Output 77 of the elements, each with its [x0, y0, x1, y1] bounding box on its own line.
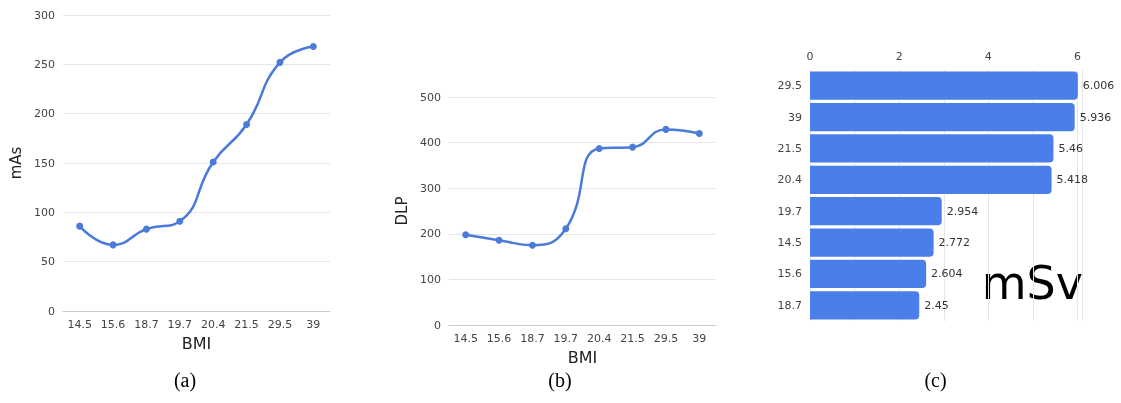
y-tick-label: 21.5: [777, 141, 802, 155]
data-label: 5.418: [1056, 173, 1089, 187]
point: [276, 58, 284, 66]
x-tick-label: 18.7: [134, 318, 159, 331]
y-tick-label: 0: [48, 304, 55, 318]
data-label: 5.46: [1058, 141, 1083, 155]
point: [176, 217, 184, 225]
y-tick-label: 19.7: [777, 204, 802, 218]
bar: [810, 259, 927, 289]
y-tick-label: 300: [34, 8, 55, 22]
x-tick-label: 19.7: [553, 332, 579, 345]
point: [462, 231, 470, 239]
data-label: 2.772: [938, 236, 971, 250]
y-tick-label: 400: [420, 136, 441, 150]
x-tick-label: 20.4: [200, 318, 226, 331]
text: (c): [924, 369, 947, 392]
y-tick-label: 14.5: [777, 236, 802, 250]
y-tick-label: 100: [34, 205, 55, 219]
point: [142, 225, 150, 233]
x-tick-label: 21.5: [234, 318, 259, 331]
bar: [810, 197, 942, 226]
y-tick-label: 18.7: [777, 298, 802, 312]
bar: [810, 102, 1075, 132]
point: [695, 129, 703, 137]
point: [595, 145, 603, 153]
y-tick-label: 50: [41, 255, 55, 269]
y-tick-label: 300: [420, 181, 441, 195]
y-tick-label: 200: [34, 107, 55, 121]
x-tick-label: 29.5: [653, 332, 679, 345]
x-tick-label: 39: [306, 318, 321, 331]
y-tick-label: 39: [788, 110, 802, 124]
x-tick-label: 18.7: [520, 332, 545, 345]
bar: [810, 71, 1078, 100]
y-tick-label: 15.6: [777, 267, 802, 281]
x-tick-label: 14.5: [67, 318, 92, 331]
y-tick-label: 250: [34, 57, 55, 71]
x-axis-title: BMI: [181, 333, 212, 353]
x-axis-title: BMI: [567, 347, 598, 367]
y-tick-label: 500: [420, 90, 441, 104]
point: [243, 121, 251, 129]
y-tick-label: 150: [34, 156, 55, 170]
x-tick-label: 0: [806, 50, 814, 63]
y-tick-label: 29.5: [777, 79, 802, 93]
y-tick-label: 100: [420, 272, 441, 286]
y-axis-title: mAs: [6, 146, 25, 180]
data-label: 5.936: [1079, 110, 1112, 124]
data-label: 6.006: [1082, 79, 1115, 93]
x-tick-label: 4: [984, 50, 992, 63]
x-tick-label: 15.6: [100, 318, 126, 331]
x-tick-label: 39: [692, 332, 707, 345]
point: [562, 225, 570, 233]
x-tick-label: 20.4: [586, 332, 612, 345]
text: (a): [173, 369, 197, 392]
x-tick-label: 15.6: [486, 332, 512, 345]
x-tick-label: 21.5: [620, 332, 645, 345]
y-tick-label: 20.4: [777, 173, 802, 187]
point: [76, 222, 84, 230]
point: [309, 43, 317, 51]
bar: [810, 291, 920, 320]
bar: [810, 134, 1054, 163]
bar: [810, 228, 934, 257]
bar: [810, 165, 1052, 194]
x-tick-label: 29.5: [267, 318, 293, 331]
x-tick-label: 14.5: [453, 332, 478, 345]
x-tick-label: 2: [895, 50, 903, 63]
point: [629, 143, 637, 151]
data-label: 2.604: [931, 267, 963, 281]
data-label: 2.954: [946, 204, 979, 218]
point: [495, 236, 503, 244]
y-tick-label: 200: [420, 227, 441, 241]
x-tick-label: 6: [1074, 50, 1082, 63]
x-tick-label: 19.7: [167, 318, 193, 331]
text: (b): [548, 369, 572, 392]
data-label: 2.45: [924, 298, 949, 312]
y-axis-title: DLP: [392, 196, 411, 226]
point: [662, 125, 670, 133]
point: [528, 241, 536, 249]
